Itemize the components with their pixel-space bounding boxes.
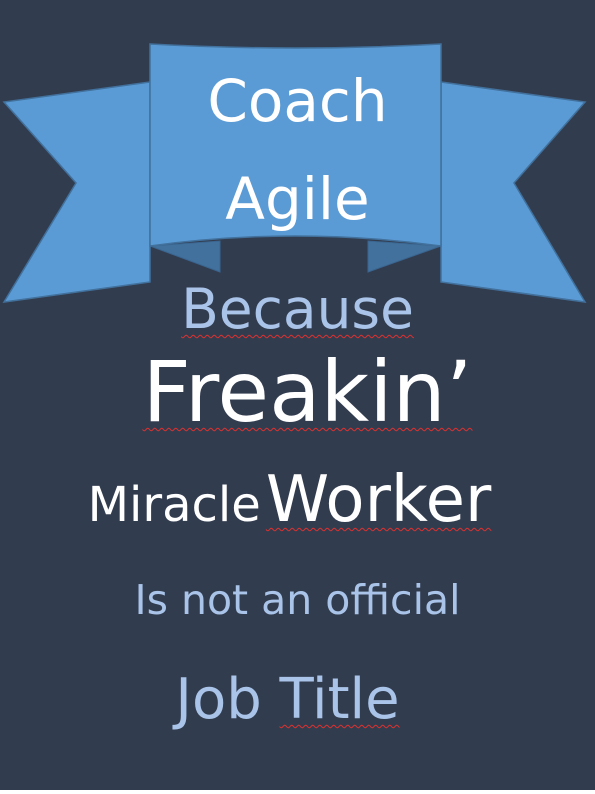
because-line: Because bbox=[0, 282, 595, 337]
worker-text: Worker bbox=[265, 463, 492, 537]
ribbon-left-fold bbox=[149, 240, 221, 273]
title-word: Title bbox=[279, 667, 400, 732]
ribbon-right-fold bbox=[367, 240, 442, 273]
freakin-text: Freakin’ bbox=[142, 343, 473, 441]
because-text: Because bbox=[181, 277, 414, 341]
ribbon-right-tail bbox=[440, 81, 587, 303]
ribbon-left-tail bbox=[2, 81, 151, 303]
ribbon-line-2: Agile bbox=[225, 165, 370, 233]
ribbon-center bbox=[149, 43, 442, 247]
ribbon-line-1: Coach bbox=[207, 67, 388, 135]
official-line: Is not an official bbox=[134, 576, 461, 624]
job-word: Job bbox=[175, 667, 280, 732]
miracle-worker-line: Miracle Worker bbox=[0, 468, 587, 532]
page-bottom-edge bbox=[0, 790, 595, 794]
freakin-line: Freakin’ bbox=[10, 350, 595, 434]
ribbon-banner bbox=[2, 43, 587, 303]
miracle-text: Miracle bbox=[87, 477, 261, 533]
job-title-line: Job Title bbox=[0, 672, 585, 728]
